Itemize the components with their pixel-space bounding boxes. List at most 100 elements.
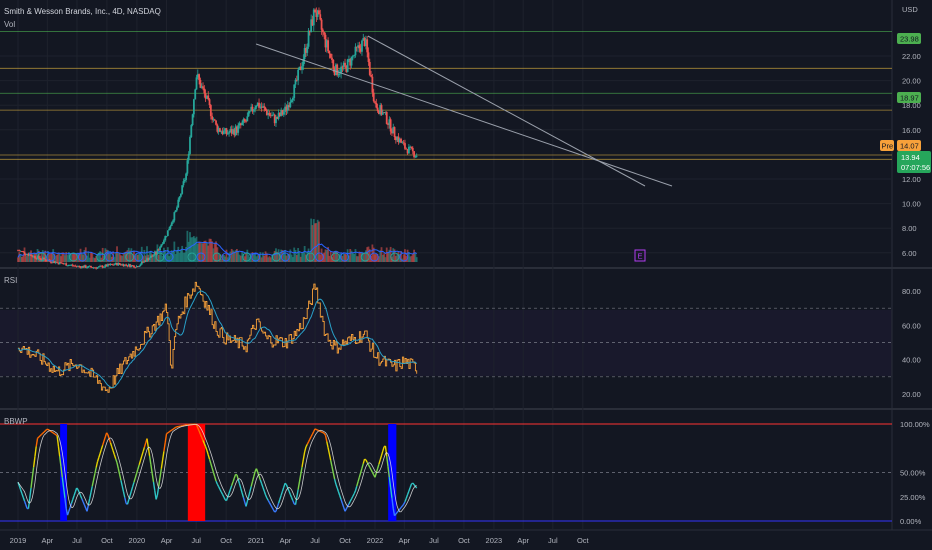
candle-body xyxy=(189,137,191,154)
dividend-marker xyxy=(46,252,56,262)
bbwp-segment xyxy=(206,450,209,456)
bbwp-segment xyxy=(19,489,23,494)
volume-bar xyxy=(414,252,417,262)
rsi-tick-label: 80.00 xyxy=(902,287,921,296)
candle-body xyxy=(67,265,70,266)
dividend-marker xyxy=(315,252,324,262)
bbwp-segment xyxy=(396,510,399,513)
bbwp-segment xyxy=(409,483,413,488)
bbwp-segment xyxy=(260,483,264,488)
candle-body xyxy=(402,142,405,144)
candle-body xyxy=(195,77,198,90)
candle-body xyxy=(118,263,121,265)
bbwp-segment xyxy=(64,497,67,509)
bbwp-segment xyxy=(118,474,122,481)
volume-bar xyxy=(276,251,279,262)
earnings-marker xyxy=(155,252,165,262)
candle-body xyxy=(314,9,316,13)
earnings-marker xyxy=(212,252,222,262)
candle-body xyxy=(340,66,343,74)
bbwp-segment xyxy=(27,498,31,509)
volume-bar xyxy=(359,252,362,262)
candle-body xyxy=(349,59,352,66)
candle-body xyxy=(138,265,141,267)
price-scale[interactable]: 22.00 20.00 18.00 16.00 12.00 10.00 8.00 6.00 80… xyxy=(900,52,930,526)
volume-bar xyxy=(333,250,336,262)
volume-bar xyxy=(190,237,193,262)
candle-body xyxy=(294,79,297,85)
volume-bar xyxy=(294,250,297,262)
candle-body xyxy=(44,259,47,261)
volume-bar xyxy=(54,255,57,262)
volume-bar xyxy=(351,252,354,262)
candle-body xyxy=(241,122,244,126)
candle-body xyxy=(251,106,254,112)
volume-bar xyxy=(219,254,221,262)
bbwp-segment xyxy=(92,473,96,481)
candle-body xyxy=(407,146,410,154)
candle-body xyxy=(28,254,31,256)
volume-bar xyxy=(344,253,346,262)
candle-body xyxy=(415,155,418,157)
volume-bar xyxy=(19,254,22,262)
candle-body xyxy=(392,127,395,134)
svg-text:07:07:56: 07:07:56 xyxy=(901,163,930,172)
candle-body xyxy=(192,99,195,115)
time-tick-label: 2020 xyxy=(129,536,146,545)
candle-body xyxy=(229,129,232,133)
bbwp-segment xyxy=(236,474,239,480)
volume-bar xyxy=(130,248,133,262)
bbwp-segment xyxy=(62,487,66,499)
earnings-upcoming-marker[interactable]: E xyxy=(634,249,646,262)
bbwp-segment xyxy=(300,466,303,475)
volume-bar xyxy=(329,251,332,262)
bbwp-segment xyxy=(277,499,281,504)
bbwp-segment xyxy=(171,428,174,431)
candle-body xyxy=(211,116,214,120)
candle-body xyxy=(173,212,176,221)
volume-bar xyxy=(165,253,168,262)
bbwp-segment xyxy=(39,433,42,437)
time-axis[interactable]: 2019 Apr Jul Oct 2020 Apr Jul Oct 2021 Apr Jul Oct 2… xyxy=(10,536,590,545)
candle-body xyxy=(75,265,78,267)
volume-bar xyxy=(120,255,122,262)
volume-bar xyxy=(66,255,69,262)
volume-bar xyxy=(289,249,292,262)
candle-body xyxy=(259,106,262,108)
candle-body xyxy=(166,230,169,237)
candle-body xyxy=(86,267,88,269)
candle-body xyxy=(104,264,107,267)
bbwp-segment xyxy=(225,496,229,501)
volume-bar xyxy=(327,246,329,262)
candle-body xyxy=(60,262,62,264)
bbwp-segment xyxy=(139,455,143,461)
candle-body xyxy=(108,264,111,266)
volume-bar xyxy=(195,236,198,262)
bbwp-segment xyxy=(227,492,230,498)
level-badge-mid: 18.97 xyxy=(897,92,921,103)
candle-body xyxy=(303,47,306,60)
volume-bar xyxy=(117,252,120,262)
volume-bar xyxy=(336,251,339,262)
bbwp-segment xyxy=(56,435,60,447)
time-tick-label: Jul xyxy=(548,536,558,545)
volume-bar xyxy=(306,251,309,262)
bbwp-segment xyxy=(30,477,34,489)
volume-bar xyxy=(112,252,115,262)
candle-body xyxy=(148,257,151,260)
bbwp-segment xyxy=(207,454,211,460)
price-tick-label: 18.00 xyxy=(902,101,921,110)
candle-body xyxy=(254,107,257,110)
bbwp-segment xyxy=(358,472,362,478)
candle-body xyxy=(18,250,21,252)
candle-body xyxy=(181,185,184,194)
volume-bar xyxy=(281,250,284,262)
candle-body xyxy=(328,51,331,54)
bbwp-segment xyxy=(264,494,268,499)
volume-bar xyxy=(277,249,280,262)
price-tick-label: 10.00 xyxy=(902,200,921,209)
volume-bar xyxy=(21,256,23,262)
volume-bar xyxy=(122,253,125,262)
candle-body xyxy=(82,266,85,268)
bbwp-segment xyxy=(245,501,248,507)
